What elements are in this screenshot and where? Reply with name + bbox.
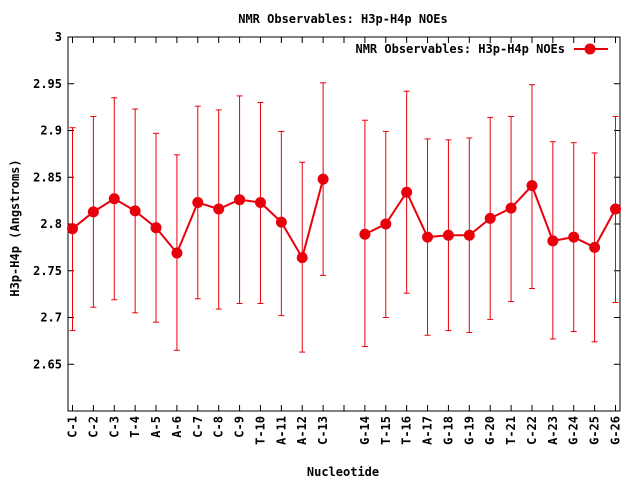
series-lines [71,178,617,261]
x-tick-label: G-20 [483,416,497,445]
data-point [296,252,308,264]
data-point [380,218,392,230]
data-point [442,229,454,241]
data-point [150,222,162,234]
x-tick-label: A-17 [421,416,435,445]
x-tick-label: C-3 [107,416,121,438]
error-bars [69,82,619,353]
x-tick-label: T-4 [128,416,142,438]
data-point [275,216,287,228]
data-point [192,196,204,208]
y-tick-label: 2.9 [40,124,62,138]
y-axis: 2.65 2.7 2.75 2.8 2.85 2.9 2.95 3 [33,30,620,371]
x-tick-label: A-6 [170,416,184,438]
data-point [610,203,621,215]
data-point [213,203,225,215]
x-tick-label: C-7 [191,416,205,438]
y-tick-label: 2.7 [40,311,62,325]
data-point [568,231,580,243]
data-point [422,231,434,243]
x-tick-label: G-19 [462,416,476,445]
x-tick-label: G-25 [588,416,602,445]
x-tick-label: C-1 [66,416,80,438]
x-tick-label: C-8 [212,416,226,438]
data-point [359,228,371,240]
x-tick-label: G-26 [609,416,623,445]
legend-marker [584,43,596,55]
x-tick-label: C-13 [316,416,330,445]
data-point [129,205,141,217]
data-point [108,193,120,205]
x-tick-label: C-22 [525,416,539,445]
x-tick-label: G-14 [358,416,372,445]
data-point [67,223,78,235]
x-tick-label: T-10 [253,416,267,445]
x-axis: C-1 C-2 C-3 T-4 A-5 A-6 C-7 C-8 C-9 T-10 A-11 A-12 C… [66,37,623,445]
y-tick-label: 3 [55,30,62,44]
x-tick-label: T-16 [400,416,414,445]
data-point [317,173,329,185]
data-points [67,173,621,264]
y-tick-label: 2.95 [33,77,62,91]
legend: NMR Observables: H3p-H4p NOEs [355,42,608,56]
data-point [171,247,183,259]
x-tick-label: A-23 [546,416,560,445]
x-tick-label: C-2 [86,416,100,438]
data-point [526,180,538,192]
data-point [547,235,559,247]
data-point [505,202,517,214]
x-tick-label: A-11 [274,416,288,445]
y-tick-label: 2.85 [33,170,62,184]
x-tick-label: A-12 [295,416,309,445]
data-point [463,229,475,241]
x-tick-label: C-9 [233,416,247,438]
data-point [87,206,99,218]
x-tick-label: G-24 [567,416,581,445]
data-point [254,196,266,208]
y-tick-label: 2.8 [40,217,62,231]
x-tick-label: T-21 [504,416,518,445]
x-tick-label: T-15 [379,416,393,445]
chart-title: NMR Observables: H3p-H4p NOEs [238,12,448,26]
legend-label: NMR Observables: H3p-H4p NOEs [355,42,565,56]
data-point [401,186,413,198]
data-point [589,241,601,253]
y-axis-label: H3p-H4p (Angstroms) [8,159,22,296]
x-axis-label: Nucleotide [307,465,379,479]
y-tick-label: 2.65 [33,357,62,371]
x-tick-label: G-18 [441,416,455,445]
data-point [484,212,496,224]
x-tick-label: A-5 [149,416,163,438]
data-point [234,194,246,206]
y-tick-label: 2.75 [33,264,62,278]
